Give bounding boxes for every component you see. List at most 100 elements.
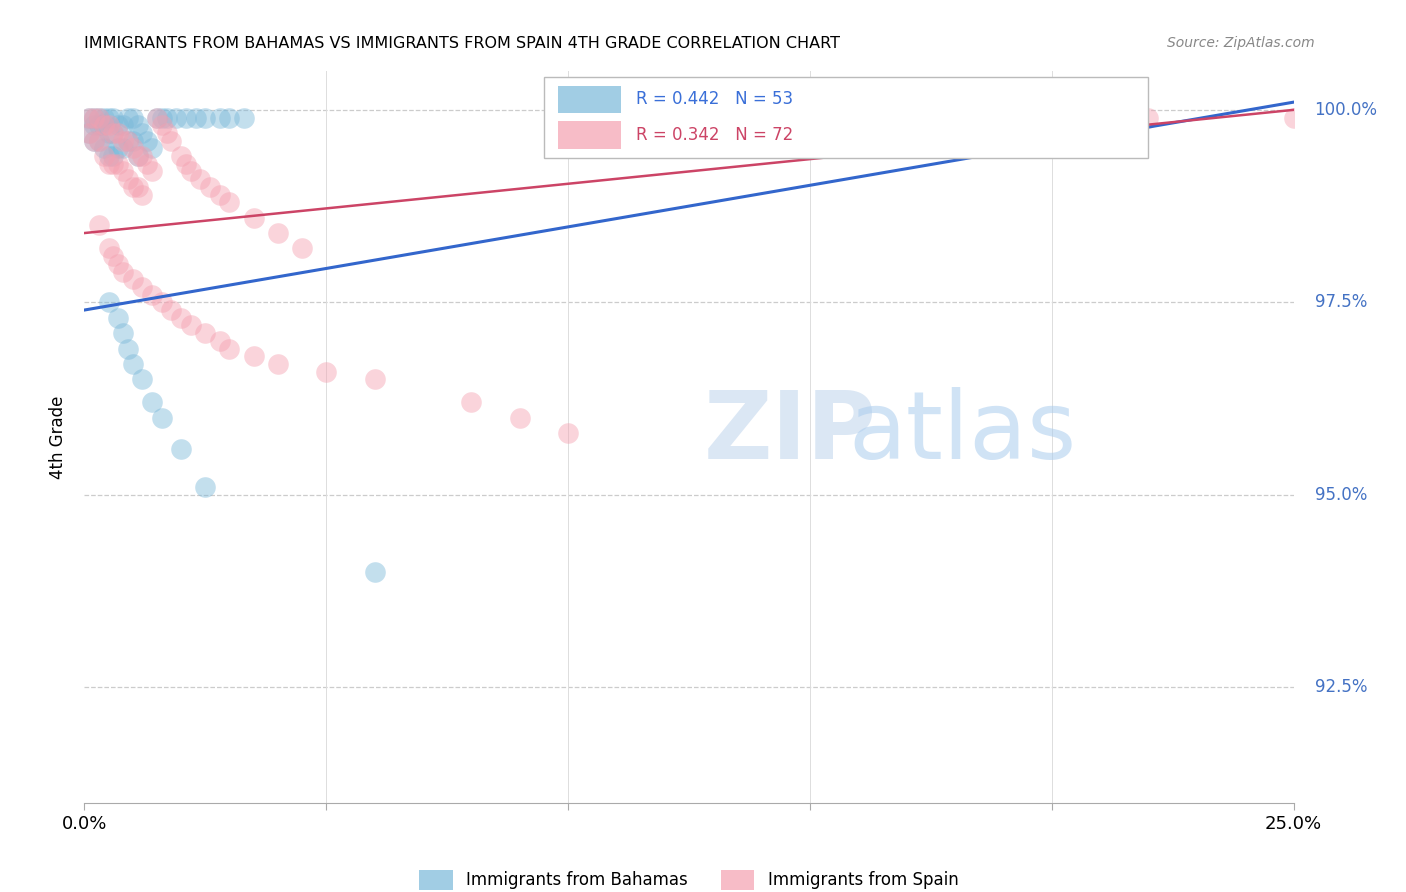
Point [107, 118, 129, 132]
Point [131, 187, 153, 202]
Point [208, 111, 231, 125]
Point [194, 326, 217, 340]
Point [117, 134, 139, 148]
Point [194, 480, 217, 494]
Bar [558, 121, 621, 149]
Point [460, 395, 482, 409]
Point [315, 365, 337, 379]
Point [146, 111, 169, 125]
Bar [558, 86, 621, 113]
Point [1040, 111, 1063, 125]
Point [160, 303, 183, 318]
Point [218, 111, 240, 125]
Point [121, 357, 143, 371]
Point [83, 134, 105, 148]
Point [93, 118, 115, 132]
Point [103, 149, 125, 163]
Point [160, 134, 183, 148]
Point [83, 111, 105, 125]
Point [170, 310, 193, 325]
Point [97, 157, 120, 171]
Point [557, 426, 579, 441]
Point [174, 111, 197, 125]
Point [117, 111, 139, 125]
Point [208, 334, 231, 348]
Text: IMMIGRANTS FROM BAHAMAS VS IMMIGRANTS FROM SPAIN 4TH GRADE CORRELATION CHART: IMMIGRANTS FROM BAHAMAS VS IMMIGRANTS FR… [84, 36, 841, 51]
Point [896, 111, 918, 125]
Legend: Immigrants from Bahamas, Immigrants from Spain: Immigrants from Bahamas, Immigrants from… [419, 871, 959, 889]
Point [97, 149, 120, 163]
Point [194, 111, 217, 125]
Point [180, 164, 202, 178]
Point [363, 372, 385, 386]
Point [605, 111, 627, 125]
Point [97, 118, 120, 132]
Point [131, 126, 153, 140]
Point [87, 134, 110, 148]
Point [93, 141, 115, 155]
Point [218, 342, 240, 356]
Point [127, 179, 149, 194]
Point [1282, 111, 1305, 125]
Point [846, 111, 869, 125]
Point [799, 111, 821, 125]
Point [121, 272, 143, 286]
Text: Source: ZipAtlas.com: Source: ZipAtlas.com [1167, 36, 1315, 50]
Point [702, 111, 724, 125]
Point [131, 149, 153, 163]
Point [112, 326, 135, 340]
Point [112, 141, 135, 155]
Point [83, 111, 105, 125]
Point [218, 195, 240, 210]
Point [1137, 111, 1160, 125]
Point [107, 157, 129, 171]
Point [509, 410, 531, 425]
Point [103, 249, 125, 263]
Point [103, 126, 125, 140]
Point [107, 126, 129, 140]
Point [77, 126, 100, 140]
Text: 4th Grade: 4th Grade [49, 395, 66, 479]
Point [112, 164, 135, 178]
Point [155, 126, 177, 140]
Point [87, 111, 110, 125]
Point [121, 179, 143, 194]
Point [87, 111, 110, 125]
Point [121, 141, 143, 155]
Point [77, 126, 100, 140]
Point [103, 111, 125, 125]
Point [112, 134, 135, 148]
Text: 100.0%: 100.0% [1315, 101, 1378, 119]
Point [141, 141, 163, 155]
Point [103, 126, 125, 140]
Point [127, 118, 149, 132]
Point [174, 157, 197, 171]
Text: R = 0.342   N = 72: R = 0.342 N = 72 [636, 126, 793, 144]
Point [136, 157, 159, 171]
Point [77, 111, 100, 125]
Point [155, 111, 177, 125]
Point [267, 357, 290, 371]
Point [242, 211, 264, 225]
Point [107, 257, 129, 271]
Point [97, 126, 120, 140]
Text: R = 0.442   N = 53: R = 0.442 N = 53 [636, 90, 793, 109]
Point [170, 442, 193, 456]
Point [190, 172, 212, 186]
Point [97, 295, 120, 310]
Point [150, 295, 173, 310]
Point [146, 111, 169, 125]
Point [83, 134, 105, 148]
Point [93, 111, 115, 125]
Point [141, 287, 163, 301]
Point [131, 372, 153, 386]
Point [87, 219, 110, 233]
Point [97, 111, 120, 125]
Point [943, 111, 966, 125]
Point [127, 149, 149, 163]
Point [180, 318, 202, 333]
Point [103, 157, 125, 171]
Point [127, 149, 149, 163]
Point [121, 111, 143, 125]
Point [117, 342, 139, 356]
